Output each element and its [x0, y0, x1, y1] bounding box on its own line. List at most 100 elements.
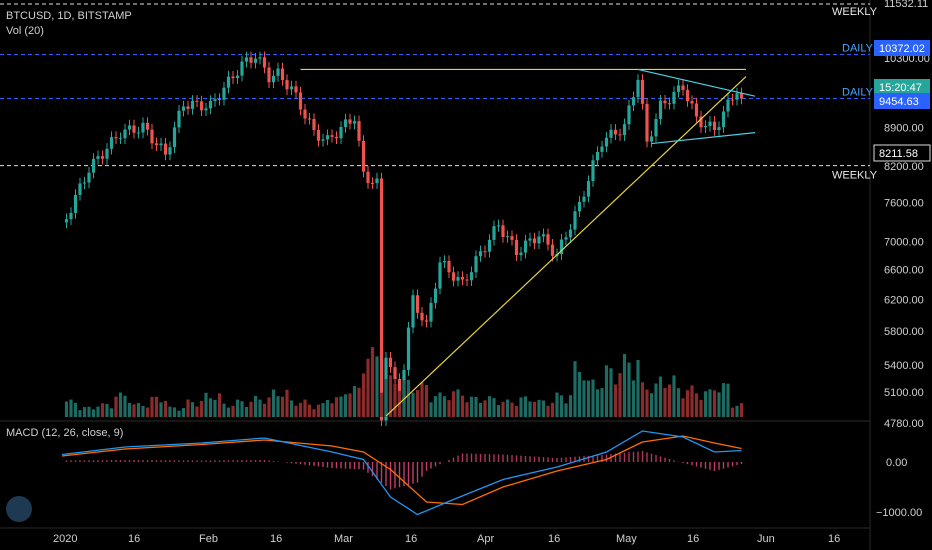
candle	[352, 121, 357, 124]
volume-bar	[168, 406, 172, 417]
volume-bar	[195, 406, 199, 417]
candle	[159, 143, 163, 146]
volume-bar	[717, 392, 721, 417]
level-label: WEEKLY	[832, 6, 878, 18]
candle	[406, 327, 411, 370]
volume-bar	[154, 396, 159, 417]
candle	[276, 68, 280, 76]
price-badge	[874, 93, 930, 109]
volume-bar	[321, 403, 325, 417]
volume-bar	[613, 384, 618, 417]
candle	[685, 89, 690, 102]
candle	[717, 127, 721, 131]
candle	[541, 234, 546, 237]
candle	[127, 125, 132, 130]
volume-bar	[213, 399, 217, 417]
candle	[631, 97, 636, 106]
volume-bar	[357, 387, 361, 417]
volume-bar	[550, 402, 555, 417]
volume-bar	[334, 397, 339, 417]
candle	[96, 156, 100, 159]
candle	[645, 103, 649, 142]
volume-bar	[735, 405, 739, 417]
trendline-uptrend	[385, 76, 747, 417]
candle	[330, 135, 334, 137]
time-tick: Mar	[334, 533, 353, 545]
macd-signal-line	[61, 435, 742, 506]
volume-bar	[303, 399, 307, 417]
volume-bar	[591, 379, 595, 417]
volume-bar	[501, 401, 505, 417]
candle	[487, 239, 492, 252]
candle	[550, 244, 555, 256]
volume-bar	[627, 362, 631, 417]
candle	[285, 80, 289, 90]
volume-bar	[514, 405, 519, 417]
candle	[168, 147, 172, 155]
candle	[226, 76, 231, 88]
candle	[505, 236, 510, 238]
volume-bar	[280, 396, 285, 417]
candle	[222, 87, 226, 100]
time-tick: 16	[828, 533, 840, 545]
candle	[460, 276, 465, 280]
volume-bar	[622, 354, 627, 417]
price-tick: 7000.00	[884, 237, 924, 249]
tradingview-logo-icon[interactable]	[6, 496, 32, 522]
volume-bar	[523, 396, 528, 417]
volume-bar	[127, 402, 132, 417]
candle	[703, 125, 708, 128]
candle	[433, 288, 438, 303]
volume-bar	[276, 396, 280, 417]
volume-bar	[406, 379, 411, 417]
price-tick: 8200.00	[884, 161, 924, 173]
volume-bar	[649, 393, 654, 417]
candle	[177, 110, 181, 128]
candle	[163, 143, 168, 155]
time-tick: 16	[270, 533, 282, 545]
candle	[415, 295, 420, 313]
volume-bar	[109, 408, 114, 417]
volume-bar	[676, 388, 681, 417]
volume-bar	[645, 389, 649, 417]
candle	[114, 137, 118, 139]
candle	[568, 229, 573, 238]
volume-bar	[294, 405, 298, 417]
candle	[357, 121, 361, 141]
volume-bar	[496, 405, 501, 417]
candle	[64, 219, 69, 223]
volume-bar	[366, 358, 370, 417]
volume-bar	[429, 402, 433, 417]
candle	[721, 111, 726, 128]
candle	[78, 183, 82, 195]
volume-bar	[586, 380, 591, 417]
time-tick: 2020	[53, 533, 77, 545]
volume-bar	[699, 400, 703, 417]
volume-bar	[181, 408, 186, 417]
volume-bar	[78, 410, 82, 417]
candle	[204, 108, 208, 111]
candle	[447, 260, 451, 273]
volume-bar	[721, 383, 726, 417]
candle	[519, 252, 523, 256]
volume-bar	[564, 403, 568, 417]
candle	[240, 61, 244, 76]
time-tick: 16	[687, 533, 699, 545]
candle	[465, 279, 469, 281]
volume-bar	[388, 375, 393, 417]
volume-bar	[123, 395, 127, 417]
volume-bar	[712, 390, 717, 417]
volume-bar	[348, 393, 352, 417]
candle	[280, 68, 285, 81]
volume-bar	[186, 399, 190, 417]
volume-bar	[609, 368, 613, 417]
candle	[172, 127, 177, 148]
candle	[582, 196, 586, 202]
level-label: DAILY	[842, 87, 874, 99]
candle	[190, 100, 195, 109]
time-tick: Jun	[757, 533, 775, 545]
volume-bar	[433, 396, 438, 417]
volume-bar	[132, 404, 136, 417]
candle	[640, 79, 645, 104]
